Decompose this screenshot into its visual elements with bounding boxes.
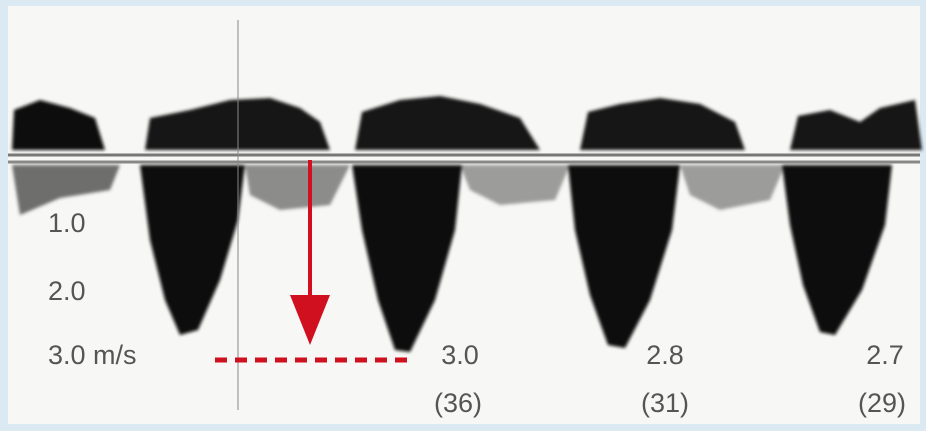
peak-velocity: 2.7 — [866, 340, 904, 370]
gradient: (31) — [641, 388, 689, 418]
scale-label: 1.0 — [48, 208, 86, 238]
scale-label: 3.0 m/s — [48, 340, 137, 370]
peak-velocity: 2.8 — [646, 340, 684, 370]
peak-velocity: 3.0 — [441, 340, 479, 370]
scale-label: 2.0 — [48, 276, 86, 306]
doppler-image: 1.0 2.0 3.0 m/s 3.0 (36) 2.8 (31) 2.7 (2… — [0, 0, 926, 431]
gradient: (36) — [434, 388, 482, 418]
gradient: (29) — [858, 388, 906, 418]
